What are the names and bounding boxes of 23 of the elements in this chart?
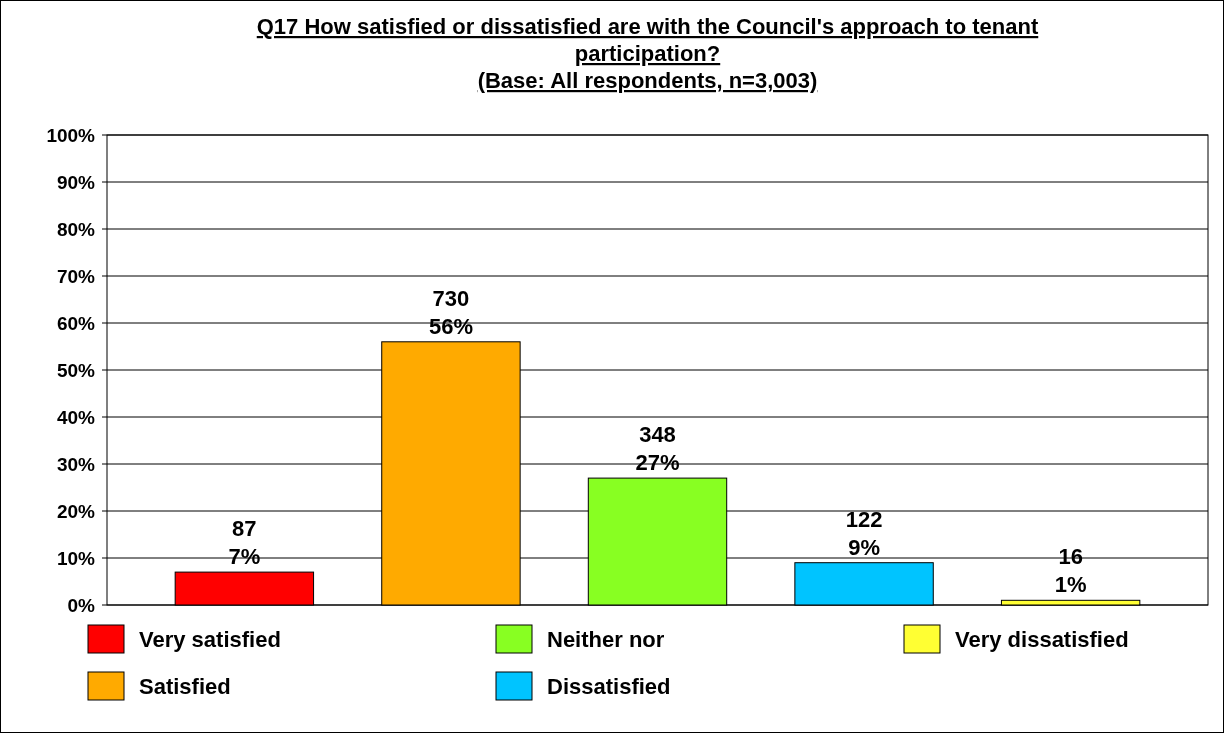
chart-subtitle: (Base: All respondents, n=3,003)	[477, 68, 818, 93]
y-tick-label: 10%	[56, 547, 96, 569]
y-tick-label: 50%	[56, 359, 96, 381]
y-tick-label: 60%	[56, 312, 96, 334]
legend-label: Very satisfied	[139, 626, 281, 652]
y-tick-label: 100%	[46, 124, 96, 146]
y-tick-label: 0%	[67, 594, 96, 616]
y-tick-label: 40%	[56, 406, 96, 428]
data-label: 730 56%	[428, 285, 473, 339]
y-tick-label: 80%	[56, 218, 96, 240]
chart-title: Q17 How satisfied or dissatisfied are with the Council's approach to tenant participation?	[256, 14, 1039, 66]
legend-label: Neither nor	[547, 626, 665, 652]
y-tick-label: 90%	[56, 171, 96, 193]
legend-label: Dissatisfied	[547, 673, 671, 699]
y-tick-label: 20%	[56, 500, 96, 522]
legend-label: Very dissatisfied	[955, 626, 1129, 652]
y-tick-label: 30%	[56, 453, 96, 475]
data-label: 16 1%	[1054, 544, 1087, 598]
data-label: 348 27%	[635, 422, 680, 476]
y-tick-label: 70%	[56, 265, 96, 287]
legend-label: Satisfied	[139, 673, 231, 699]
data-label: 87 7%	[228, 516, 261, 570]
data-label: 122 9%	[845, 506, 883, 560]
